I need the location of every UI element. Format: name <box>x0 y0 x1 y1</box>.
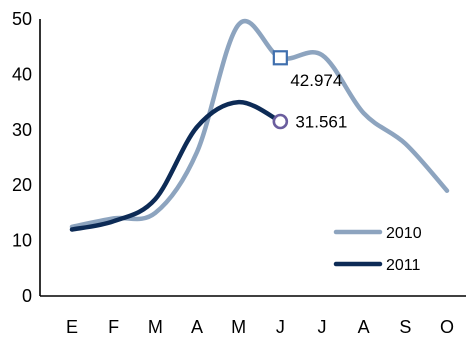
y-tick-label-0: 0 <box>22 286 32 306</box>
y-tick-labels: 0 10 20 30 40 50 <box>12 9 32 306</box>
series-layer <box>72 21 447 229</box>
legend-label-2010: 2010 <box>386 225 422 242</box>
legend: 2010 2011 <box>336 225 422 274</box>
x-tick-label-9: O <box>440 317 454 337</box>
end-marker-circle-2011 <box>274 115 287 128</box>
x-tick-label-7: A <box>358 317 370 337</box>
x-tick-label-2: M <box>148 317 163 337</box>
x-tick-label-3: A <box>191 317 203 337</box>
x-tick-label-0: E <box>66 317 78 337</box>
y-tick-label-10: 10 <box>12 231 32 251</box>
axes-layer <box>40 19 466 296</box>
data-label-2011: 31.561 <box>295 112 347 131</box>
x-tick-label-4: M <box>231 317 246 337</box>
y-tick-label-50: 50 <box>12 9 32 29</box>
x-tick-label-1: F <box>108 317 119 337</box>
end-marker-square-2010 <box>274 51 287 64</box>
y-tick-label-40: 40 <box>12 64 32 84</box>
x-tick-label-8: S <box>399 317 411 337</box>
end-markers: 42.974 31.561 <box>274 51 348 131</box>
y-tick-label-30: 30 <box>12 120 32 140</box>
x-tick-label-5: J <box>276 317 285 337</box>
x-tick-label-6: J <box>318 317 327 337</box>
series-line-2011 <box>72 102 280 229</box>
y-tick-label-20: 20 <box>12 175 32 195</box>
data-label-2010: 42.974 <box>290 71 342 90</box>
series-line-2010 <box>72 21 447 227</box>
legend-label-2011: 2011 <box>386 257 421 274</box>
